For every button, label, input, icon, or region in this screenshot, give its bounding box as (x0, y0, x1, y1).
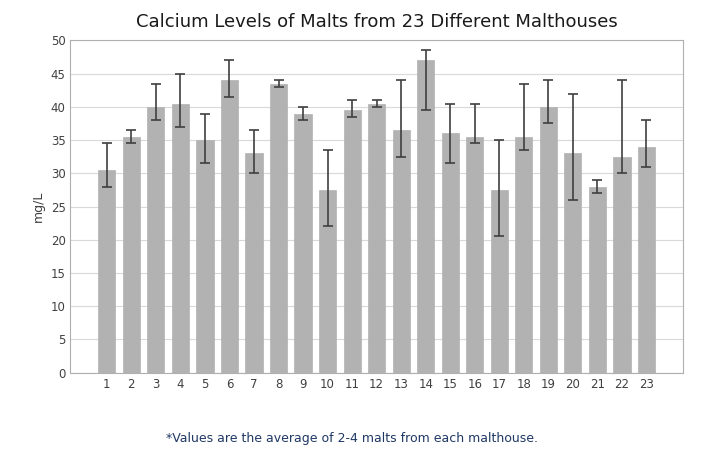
Text: *Values are the average of 2-4 malts from each malthouse.: *Values are the average of 2-4 malts fro… (166, 431, 538, 445)
Bar (196, 140, 213, 373)
Bar (393, 130, 410, 373)
Bar (147, 107, 165, 373)
Bar (515, 137, 532, 373)
Bar (540, 107, 557, 373)
Bar (441, 133, 459, 373)
Bar (344, 110, 360, 373)
Bar (466, 137, 484, 373)
Bar (294, 114, 312, 373)
Bar (319, 190, 337, 373)
Bar (417, 60, 434, 373)
Bar (613, 157, 631, 373)
Bar (565, 154, 582, 373)
Bar (246, 154, 263, 373)
Bar (270, 84, 287, 373)
Y-axis label: mg/L: mg/L (32, 191, 45, 222)
Bar (368, 104, 385, 373)
Bar (221, 80, 238, 373)
Bar (172, 104, 189, 373)
Title: Calcium Levels of Malts from 23 Different Malthouses: Calcium Levels of Malts from 23 Differen… (136, 13, 617, 31)
Bar (99, 170, 115, 373)
Bar (638, 147, 655, 373)
Bar (122, 137, 140, 373)
Bar (491, 190, 508, 373)
Bar (589, 187, 606, 373)
